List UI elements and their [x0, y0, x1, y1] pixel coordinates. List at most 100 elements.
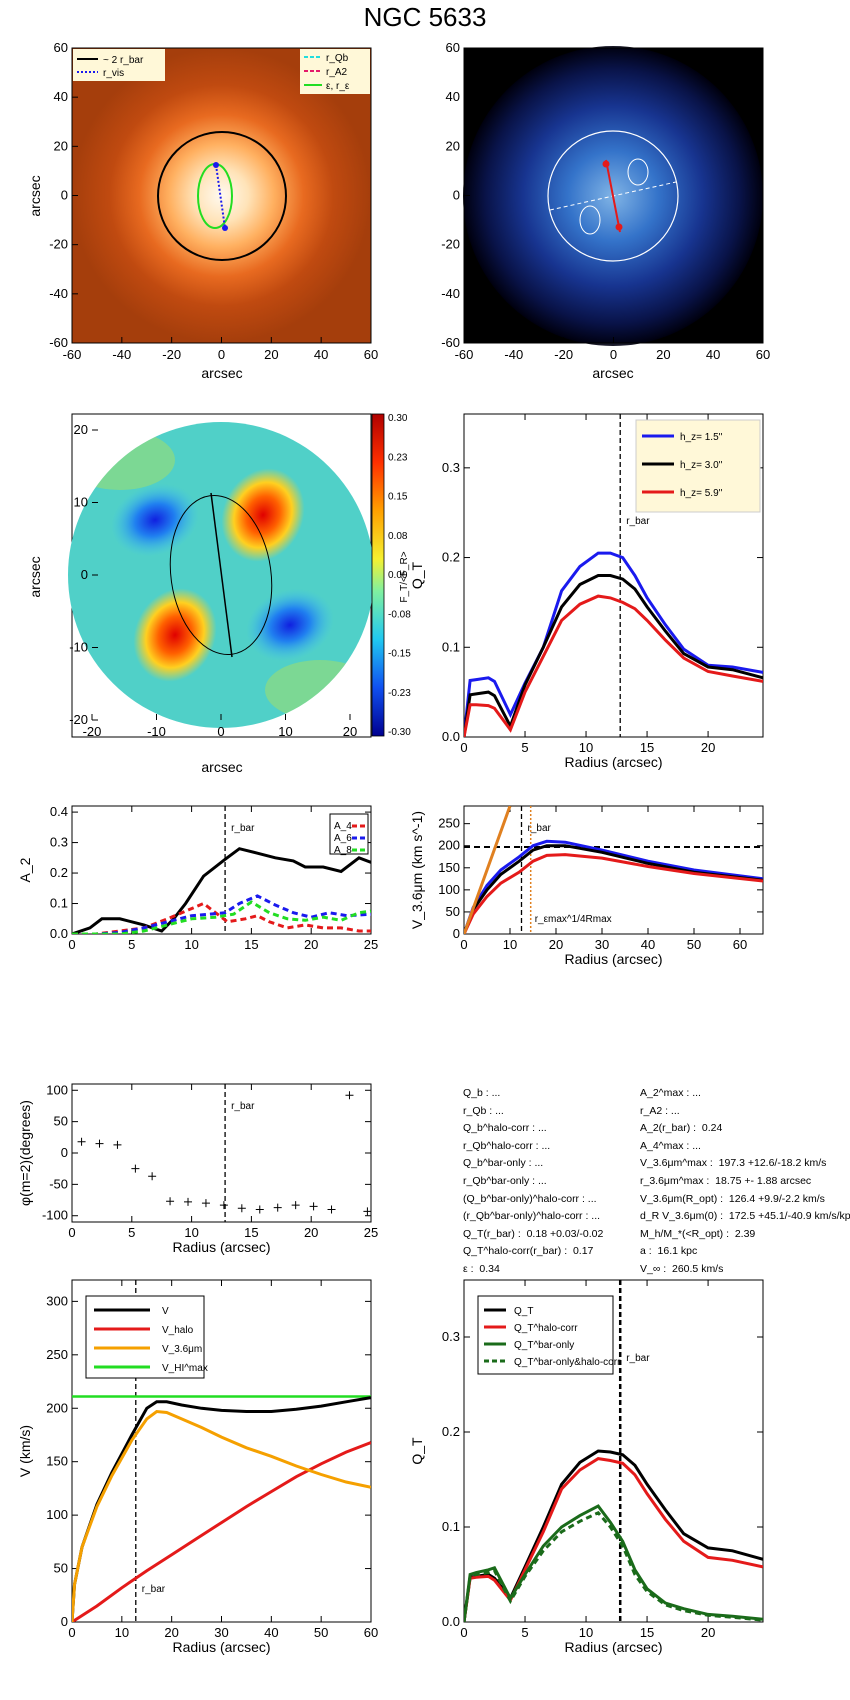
series-line-h-z-5-9-: [464, 594, 763, 737]
data-point: [95, 1139, 104, 1148]
tick-label: 20: [74, 422, 88, 437]
rvis-line: [215, 164, 226, 229]
tick-label: 0: [217, 724, 224, 739]
tick-label: -40: [441, 286, 460, 301]
legend-label: V_HI^max: [162, 1363, 208, 1374]
rbar-label: r_bar: [626, 1353, 650, 1364]
galaxy-image: [72, 48, 371, 343]
galaxy-image-panel: ~ 2 r_bar r_vis r_Qb r_A2 ε, r_ε -60 -40 -…: [27, 40, 378, 381]
tick-label: 300: [46, 1293, 68, 1308]
plot-frame: [71, 805, 372, 935]
tick-label: 0.2: [442, 1424, 460, 1439]
x-axis-label: Radius (arcsec): [564, 1639, 662, 1655]
legend-label: Q_T^halo-corr: [514, 1323, 578, 1334]
colorbar-tick: 0.08: [388, 531, 408, 542]
y-axis-label: φ(m=2)(degrees): [17, 1100, 33, 1206]
legend-label: r_vis: [103, 68, 124, 79]
series-line-a-6: [72, 894, 371, 934]
tick-label: -100: [42, 1208, 68, 1223]
tick-label: 15: [244, 1225, 258, 1240]
tick-label: 20: [446, 138, 460, 153]
legend-label: r_A2: [326, 67, 348, 78]
tick-label: 10: [184, 937, 198, 952]
info-line: ε : 0.34: [463, 1262, 500, 1275]
tick-label: 60: [364, 1625, 378, 1640]
tick-label: 100: [438, 882, 460, 897]
data-point: [219, 1201, 228, 1210]
info-line: A_2(r_bar) : 0.24: [640, 1122, 723, 1135]
rbar-label: r_bar: [231, 1101, 255, 1112]
y-axis-label: Q_T: [409, 561, 425, 589]
tick-label: 0.0: [442, 729, 460, 744]
info-line: V_3.6μm(R_opt) : 126.4 +9.9/-2.2 km/s: [640, 1192, 825, 1205]
tick-label: 0.2: [442, 550, 460, 565]
tick-label: -60: [455, 347, 474, 362]
data-point: [201, 1199, 210, 1208]
data-point: [327, 1205, 336, 1214]
tick-label: 30: [595, 937, 609, 952]
colorbar-tick: 0.23: [388, 452, 408, 463]
tick-label: 0.3: [442, 1329, 460, 1344]
x-axis-label: Radius (arcsec): [564, 951, 662, 967]
data-point: [255, 1205, 264, 1214]
data-point: [309, 1202, 318, 1211]
legend-label: Q_T^bar-only: [514, 1340, 574, 1351]
tick-label: 60: [446, 40, 460, 55]
colorbar: [371, 413, 385, 737]
tick-label: 20: [54, 138, 68, 153]
tick-label: 10: [579, 1625, 593, 1640]
info-line: Q_b^halo-corr : ...: [463, 1122, 547, 1135]
residual-image-panel: -60 -40 -20 0 20 40 60 60 40 20 0 -20 -40 -60 arcsec: [441, 40, 770, 381]
info-line: d_R V_3.6μm(0) : 172.5 +45.1/-40.9 km/s/…: [640, 1210, 850, 1223]
info-line: Q_b : ...: [463, 1087, 501, 1099]
colorbar-tick: -0.08: [388, 609, 411, 620]
tick-label: 200: [46, 1400, 68, 1415]
y-axis-label: V_3.6μm (km s^-1): [409, 811, 425, 929]
info-line: Q_b^bar-only : ...: [463, 1157, 544, 1170]
tick-label: 0: [460, 740, 467, 755]
data-point: [237, 1204, 246, 1213]
tick-label: 0: [61, 188, 68, 203]
tick-label: 10: [74, 495, 88, 510]
data-point: [77, 1137, 86, 1146]
data-point: [148, 1172, 157, 1181]
velocity-curves-chart: 0 10 20 30 40 50 60 0 50 100 150 200 250 300 Radius (a…: [17, 1279, 378, 1655]
info-line: Q_T(r_bar) : 0.18 +0.03/-0.02: [463, 1227, 604, 1240]
info-line: r_3.6μm^max : 18.75 +- 1.88 arcsec: [640, 1174, 812, 1187]
series-line-q-t-bar-only-halo-corr: [464, 1510, 763, 1622]
legend-label: h_z= 3.0'': [680, 460, 723, 471]
colorbar-tick: 0.00: [388, 570, 408, 581]
y-axis-label: arcsec: [27, 556, 43, 597]
tick-label: 0: [453, 926, 460, 941]
rbar-label: r_bar: [231, 823, 255, 834]
tick-label: -40: [49, 286, 68, 301]
data-point: [291, 1201, 300, 1210]
tick-label: 10: [503, 937, 517, 952]
series-line-v-3-6-m: [72, 1409, 371, 1622]
tick-label: 60: [54, 40, 68, 55]
legend-label: V_halo: [162, 1325, 194, 1336]
tick-label: 60: [364, 347, 378, 362]
qt-corrected-chart: 0 5 10 15 20 0.0 0.1 0.2 0.3 Radius (arcsec) Q_T r_…: [409, 1279, 764, 1655]
tick-label: 0: [610, 347, 617, 362]
y-axis-label: arcsec: [27, 175, 43, 216]
qt-vs-radius-chart: 0 5 10 15 20 0.0 0.1 0.2 0.3 Radius (arcsec) Q_T r_…: [409, 413, 764, 770]
tick-label: 200: [438, 838, 460, 853]
plot-frame: [71, 1083, 372, 1223]
series-line-q-t-bar-only: [464, 1504, 763, 1622]
tick-label: 20: [304, 1225, 318, 1240]
tick-label: -20: [69, 712, 88, 727]
tick-label: 10: [115, 1625, 129, 1640]
rbar-label: r_bar: [626, 516, 650, 527]
series-line-h-z-1-5-: [464, 551, 763, 737]
tick-label: 0.3: [442, 460, 460, 475]
two-rbar-circle: [547, 130, 679, 262]
tick-label: 30: [214, 1625, 228, 1640]
tick-label: 0: [218, 347, 225, 362]
tick-label: 5: [128, 1225, 135, 1240]
tick-label: 0: [81, 567, 88, 582]
tick-label: -20: [441, 237, 460, 252]
tick-label: 5: [521, 740, 528, 755]
torque-map-panel: 0.30 0.23 0.15 0.08 0.00 -0.08 -0.15 -0.23 -0.30…: [27, 413, 411, 775]
series-line-v: [72, 1396, 371, 1622]
